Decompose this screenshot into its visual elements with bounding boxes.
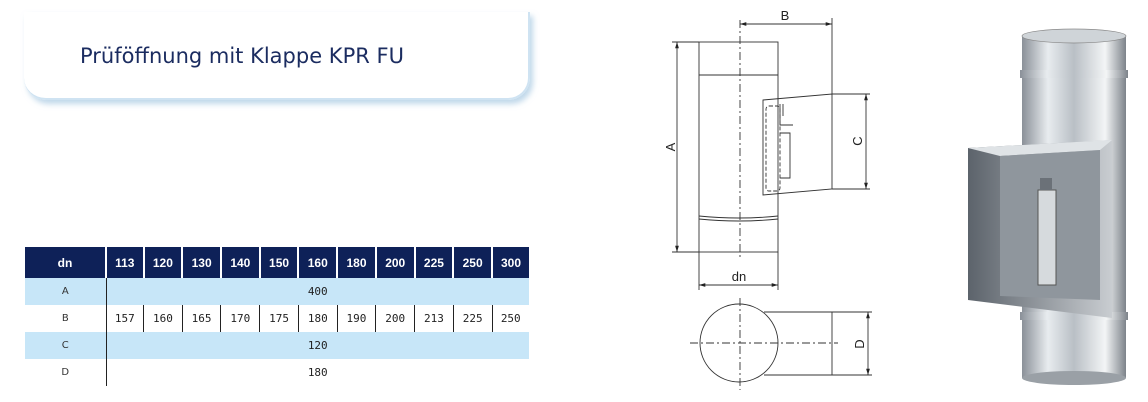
- dim-d-label: D: [852, 339, 867, 348]
- row-label: B: [25, 305, 107, 332]
- top-view: [690, 298, 872, 390]
- cell: 157: [105, 305, 144, 332]
- title-panel: [24, 12, 530, 100]
- row-value: 180: [307, 366, 328, 379]
- cell: 170: [220, 305, 260, 332]
- header-cell: 300: [491, 247, 529, 278]
- table-row-c: C 120: [25, 332, 529, 359]
- side-view: [672, 18, 870, 290]
- header-cell: 160: [297, 247, 338, 278]
- table-row-a: A 400: [25, 278, 529, 305]
- cell: 190: [336, 305, 376, 332]
- header-dn: dn: [25, 247, 106, 278]
- cell: 180: [297, 305, 338, 332]
- dimension-labels: B A C D dn: [663, 8, 867, 349]
- page-title: Prüföffnung mit Klappe KPR FU: [80, 44, 404, 68]
- row-label: C: [25, 332, 107, 359]
- cell: 200: [375, 305, 415, 332]
- cell: 175: [259, 305, 299, 332]
- dim-dn-label: dn: [732, 269, 746, 284]
- dim-c-label: C: [850, 136, 865, 145]
- cell: 225: [452, 305, 492, 332]
- header-cell: 150: [258, 247, 299, 278]
- row-label: D: [25, 359, 107, 386]
- dim-a-label: A: [663, 142, 678, 151]
- header-cell: 250: [452, 247, 492, 278]
- header-cell: 180: [336, 247, 376, 278]
- cell: 213: [414, 305, 454, 332]
- header-cell: 130: [181, 247, 221, 278]
- header-cell: 200: [374, 247, 415, 278]
- row-value: 120: [106, 332, 529, 359]
- dimension-table: dn 113 120 130 140 150 160 180 200 225 2…: [25, 247, 529, 386]
- cell: 160: [143, 305, 183, 332]
- cell: 165: [181, 305, 221, 332]
- cell: 250: [491, 305, 529, 332]
- table-row-b: B 157 160 165 170 175 180 190 200 213 22…: [25, 305, 529, 332]
- table-row-d: D 180: [25, 359, 529, 386]
- header-cell: 140: [219, 247, 260, 278]
- row-value: 400: [106, 278, 529, 305]
- row-label: A: [25, 278, 107, 305]
- product-photo: [968, 28, 1128, 385]
- dim-b-label: B: [781, 8, 790, 23]
- header-cell: 113: [105, 247, 144, 278]
- header-cell: 225: [413, 247, 454, 278]
- table-header-row: dn 113 120 130 140 150 160 180 200 225 2…: [25, 247, 529, 278]
- header-cell: 120: [142, 247, 183, 278]
